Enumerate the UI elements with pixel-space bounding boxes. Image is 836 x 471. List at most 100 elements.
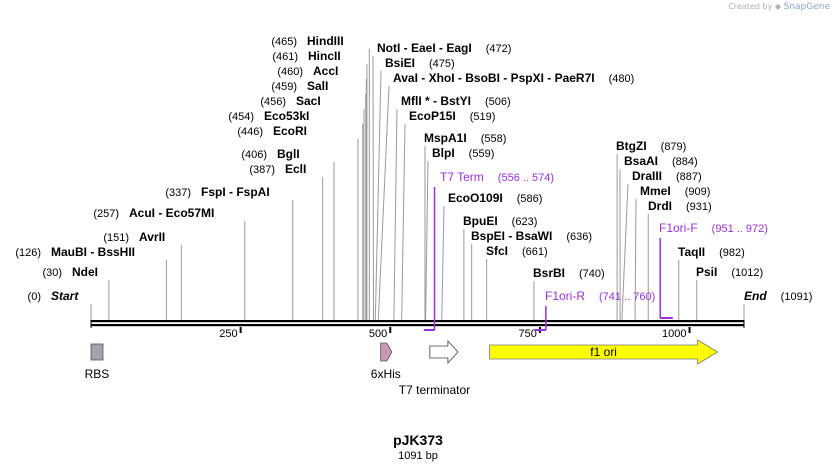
site-pos-mfli: (506) <box>485 96 511 108</box>
site-pos-mspa1i: (558) <box>481 133 507 145</box>
backbone-top-strand <box>91 320 744 323</box>
site-pos-hincii: (461) <box>272 51 298 63</box>
feature-label-6xhis: 6xHis <box>371 367 401 381</box>
credit-prefix: Created by <box>728 2 773 11</box>
site-label-blpi: BlpI <box>432 146 455 160</box>
site-pos-btgzi: (879) <box>661 141 687 153</box>
site-label-acci: AccI <box>313 64 338 78</box>
site-label-bsrbi: BsrBI <box>533 266 565 280</box>
site-pos-ecop15i: (519) <box>470 111 496 123</box>
site-pos-maubi: (126) <box>15 247 41 259</box>
site-pos-ecori: (446) <box>237 126 263 138</box>
site-pos-fspi: (337) <box>165 187 191 199</box>
feature-rbs <box>90 343 104 361</box>
site-line-avai <box>377 85 390 321</box>
site-label-bspei: BspEI - BsaWI <box>471 229 552 243</box>
site-label-draiii: DraIII <box>632 169 662 183</box>
site-label-ecli: EclI <box>285 162 306 176</box>
scale-tick-1000 <box>688 327 691 333</box>
snapgene-logo-icon: ◆ <box>774 2 782 11</box>
site-label-sfci: SfcI <box>486 244 508 258</box>
site-label-mfli: MflI * - BstYI <box>401 94 471 108</box>
site-label-ecori: EcoRI <box>273 124 307 138</box>
site-line-draiii <box>621 183 629 321</box>
site-label-bsaai: BsaAI <box>624 154 658 168</box>
site-pos-acui: (257) <box>93 208 119 220</box>
site-pos-bsiei: (475) <box>429 58 455 70</box>
site-label-ecop15i: EcoP15I <box>409 109 456 123</box>
site-label-bsiei: BsiEI <box>385 56 415 70</box>
site-pos-ndei: (30) <box>42 267 62 279</box>
site-label-bgli: BglI <box>277 147 300 161</box>
primer-label-t7term: T7 Term <box>440 170 484 184</box>
scale-tick-label: 1000 <box>662 328 686 340</box>
site-label-sali: SalI <box>307 79 328 93</box>
site-pos-drdi: (931) <box>686 201 712 213</box>
site-pos-taqii: (982) <box>719 247 745 259</box>
snapgene-credit: Created by ◆ SnapGene <box>728 2 830 12</box>
primer-range-f1ori-f: (951 .. 972) <box>712 223 768 235</box>
site-label-mspa1i: MspA1I <box>424 131 467 145</box>
site-label-hindiii: HindIII <box>307 34 344 48</box>
site-label-ecoo109i: EcoO109I <box>448 191 503 205</box>
site-pos-ecli: (387) <box>249 164 275 176</box>
site-label-eco53ki: Eco53kI <box>264 109 309 123</box>
scale-tick-label: 750 <box>519 328 537 340</box>
site-pos-draiii: (887) <box>676 171 702 183</box>
site-pos-sali: (459) <box>271 81 297 93</box>
site-pos-mmei: (909) <box>685 186 711 198</box>
site-line-blpi <box>425 160 429 321</box>
feature-label-t7-terminator: T7 terminator <box>399 383 470 397</box>
site-pos-bpuei: (623) <box>512 216 538 228</box>
site-pos-noti: (472) <box>486 43 512 55</box>
site-pos-bsaai: (884) <box>672 156 698 168</box>
site-pos-avrii: (151) <box>103 232 129 244</box>
site-label-acui: AcuI - Eco57MI <box>129 206 214 220</box>
site-label-hincii: HincII <box>308 49 341 63</box>
feature-t7-terminator <box>429 339 459 365</box>
site-line-ecoo109i <box>441 205 445 321</box>
site-label-avrii: AvrII <box>139 230 165 244</box>
scale-tick-500 <box>389 327 392 333</box>
site-pos-bsrbi: (740) <box>579 268 605 280</box>
site-label-taqii: TaqII <box>678 245 705 259</box>
primer-label-f1ori-r: F1ori-R <box>545 289 585 303</box>
site-pos-eco53ki: (454) <box>228 111 254 123</box>
site-label-bpuei: BpuEI <box>463 214 498 228</box>
backbone-bottom-strand <box>91 324 744 327</box>
site-label-ndei: NdeI <box>72 265 98 279</box>
site-label-avai: AvaI - XhoI - BsoBI - PspXI - PaeR7I <box>393 71 595 85</box>
site-label-noti: NotI - EaeI - EagI <box>377 41 472 55</box>
site-pos-start: (0) <box>28 291 41 303</box>
site-pos-end: (1091) <box>781 291 813 303</box>
scale-tick-label: 500 <box>369 328 387 340</box>
site-pos-psii: (1012) <box>731 267 763 279</box>
site-label-mmei: MmeI <box>640 184 671 198</box>
site-label-maubi: MauBI - BssHII <box>51 245 135 259</box>
primer-range-f1ori-r: (741 .. 760) <box>599 291 655 303</box>
feature-f1-ori <box>489 339 719 365</box>
site-pos-avai: (480) <box>609 73 635 85</box>
site-line-mfli <box>393 108 398 321</box>
feature-6xhis <box>380 342 393 362</box>
site-pos-sfci: (661) <box>522 246 548 258</box>
site-label-btgzi: BtgZI <box>616 139 647 153</box>
scale-tick-label: 250 <box>219 328 237 340</box>
site-pos-ecoo109i: (586) <box>517 193 543 205</box>
plasmid-length: 1091 bp <box>398 450 438 462</box>
site-pos-hindiii: (465) <box>271 36 297 48</box>
primer-range-t7term: (556 .. 574) <box>498 172 554 184</box>
site-label-saci: SacI <box>296 94 321 108</box>
credit-brand: SnapGene <box>783 2 830 12</box>
site-label-start: Start <box>51 289 79 303</box>
feature-label-f1-ori: f1 ori <box>590 345 617 359</box>
site-pos-blpi: (559) <box>469 148 495 160</box>
plasmid-name: pJK373 <box>393 432 443 448</box>
site-label-fspi: FspI - FspAI <box>201 185 270 199</box>
site-pos-acci: (460) <box>277 66 303 78</box>
feature-label-rbs: RBS <box>85 367 110 381</box>
scale-tick-250 <box>239 327 242 333</box>
site-line-bsiei <box>374 70 382 321</box>
site-pos-saci: (456) <box>260 96 286 108</box>
